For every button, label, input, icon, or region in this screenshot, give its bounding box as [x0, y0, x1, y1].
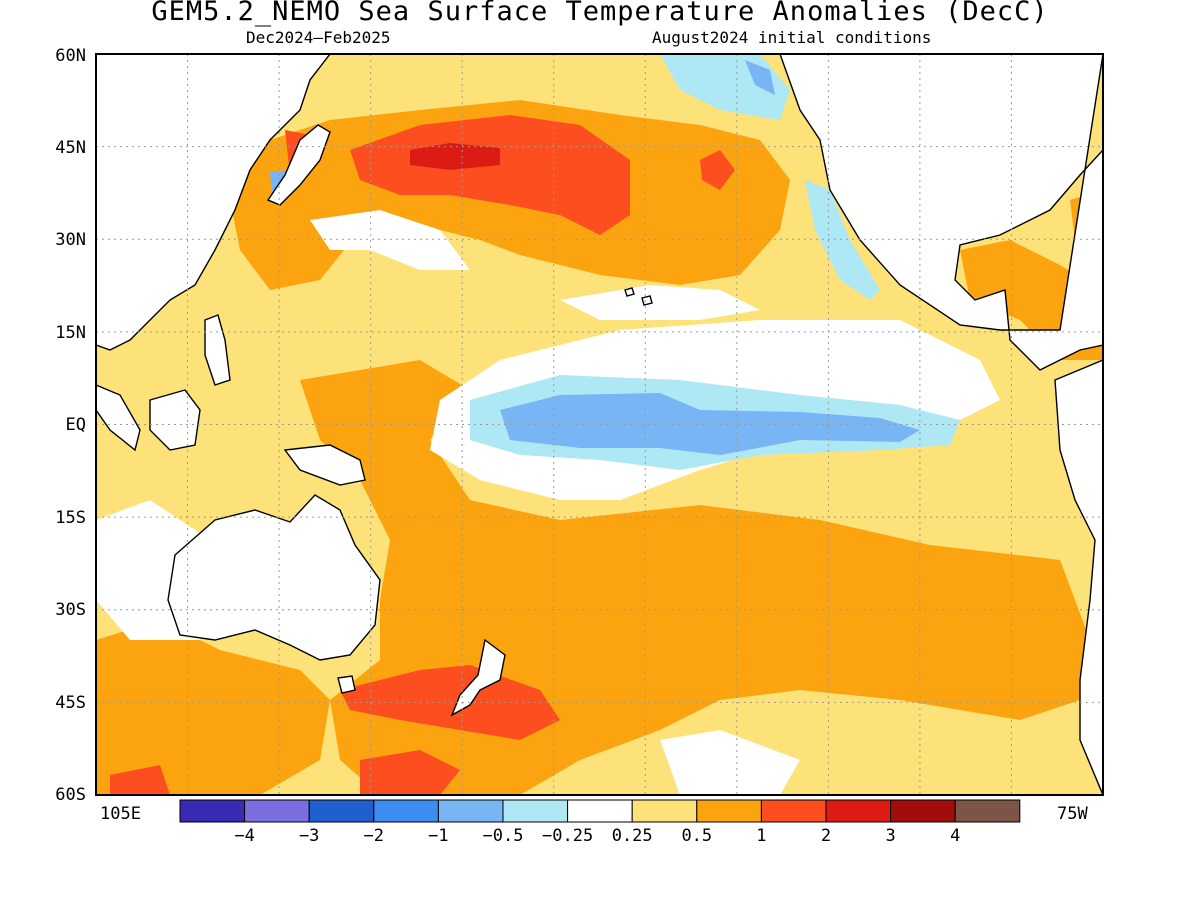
- tasmania-landmass: [337, 675, 356, 694]
- colorbar-label: 1: [756, 826, 767, 846]
- lat-label-45n: 45N: [55, 138, 86, 158]
- lat-label-15n: 15N: [55, 323, 86, 343]
- north-america-landmass: [779, 54, 1103, 371]
- colorbar-label: 4: [950, 826, 961, 846]
- anomaly-region: [360, 750, 460, 795]
- anomaly-region: [96, 620, 330, 795]
- new-zealand-landmass: [450, 638, 506, 717]
- anomaly-region: [410, 143, 500, 170]
- south-america-landmass: [1054, 359, 1103, 795]
- anomaly-region: [560, 285, 760, 320]
- anomaly-region: [745, 60, 775, 95]
- lat-label-45s: 45S: [55, 693, 86, 713]
- new-guinea-landmass: [283, 444, 366, 486]
- colorbar: [179, 799, 1021, 823]
- colorbar-swatch: [373, 799, 439, 823]
- lat-label-30s: 30S: [55, 600, 86, 620]
- anomaly-region: [660, 730, 800, 795]
- colorbar-label: 2: [820, 826, 832, 846]
- lat-label-60n: 60N: [55, 46, 86, 66]
- colorbar-label: 3: [885, 826, 896, 846]
- colorbar-swatch: [825, 799, 892, 823]
- colorbar-label: −2: [363, 826, 385, 846]
- colorbar-label: −3: [298, 826, 320, 846]
- colorbar-swatch: [696, 799, 762, 823]
- anomaly-region: [110, 765, 170, 795]
- lat-label-eq: EQ: [65, 415, 86, 435]
- asia-landmass: [96, 54, 331, 351]
- borneo-landmass: [149, 389, 201, 451]
- coastlines: [96, 54, 1103, 795]
- map-title: GEM5.2_NEMO Sea Surface Temperature Anom…: [151, 0, 1049, 27]
- colorbar-label: 0.5: [681, 826, 713, 846]
- lat-label-60s: 60S: [55, 785, 86, 805]
- initial-conditions: August2024 initial conditions: [652, 28, 932, 47]
- sumatra-landmass: [96, 384, 141, 452]
- colorbar-swatch: [890, 799, 956, 823]
- lat-label-30n: 30N: [55, 230, 86, 250]
- lon-label-left: 105E: [100, 804, 141, 824]
- colorbar-swatch: [954, 799, 1021, 823]
- plot-frame: [95, 53, 1104, 796]
- colorbar-swatch: [244, 799, 310, 823]
- colorbar-label: −1: [428, 826, 449, 846]
- colorbar-swatch: [179, 799, 246, 823]
- colorbar-swatch: [502, 799, 569, 823]
- anomaly-region: [805, 180, 880, 300]
- colorbar-swatch: [631, 799, 698, 823]
- colorbar-swatch: [567, 799, 633, 823]
- colorbar-swatch: [437, 799, 504, 823]
- colorbar-swatch: [760, 799, 827, 823]
- forecast-period: Dec2024—Feb2025: [246, 28, 391, 47]
- colorbar-label: 0.25: [611, 826, 653, 846]
- colorbar-swatch: [308, 799, 375, 823]
- philippines-landmass: [204, 314, 231, 386]
- lon-label-right: 75W: [1057, 804, 1088, 824]
- lat-label-15s: 15S: [55, 508, 86, 528]
- japan-landmass: [266, 124, 331, 206]
- colorbar-label: −0.25: [542, 826, 594, 846]
- australia-landmass: [167, 494, 381, 661]
- anomaly-region: [700, 150, 735, 190]
- colorbar-label: −0.5: [482, 826, 524, 846]
- colorbar-label: −4: [234, 826, 255, 846]
- anomaly-field: [96, 54, 1103, 795]
- anomaly-region: [310, 210, 470, 270]
- anomaly-region: [350, 115, 630, 235]
